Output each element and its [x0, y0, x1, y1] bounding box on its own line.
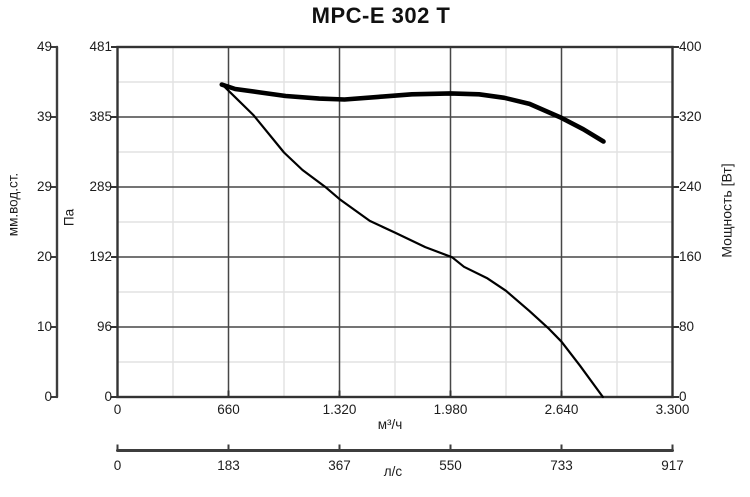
ls-tick-label: 550 — [439, 458, 462, 473]
mm-tick-label: 10 — [36, 319, 52, 334]
axis-unit-m3h: м³/ч — [377, 417, 403, 432]
power-tick-label: 320 — [679, 109, 702, 124]
power-tick-label: 240 — [679, 179, 702, 194]
power-tick-label: 80 — [679, 319, 695, 334]
ls-tick-label: 917 — [661, 458, 684, 473]
m3h-tick-label: 2.640 — [544, 402, 579, 417]
pa-tick-label: 385 — [89, 109, 112, 124]
ls-tick-label: 367 — [328, 458, 351, 473]
pa-tick-label: 0 — [104, 389, 112, 404]
ls-tick-label: 733 — [550, 458, 573, 473]
chart-title: MPC-E 302 T — [311, 3, 451, 28]
m3h-tick-label: 1.320 — [322, 402, 357, 417]
m3h-tick-label: 1.980 — [433, 402, 468, 417]
power-tick-label: 0 — [679, 389, 687, 404]
m3h-tick-label: 660 — [217, 402, 240, 417]
pa-tick-label: 192 — [89, 249, 112, 264]
mm-axis — [51, 45, 59, 399]
m3h-tick-label: 3.300 — [655, 402, 690, 417]
ls-axis — [116, 444, 674, 452]
axis-ticks — [111, 46, 679, 398]
mm-tick-label: 0 — [44, 389, 52, 404]
pa-tick-label: 289 — [89, 179, 112, 194]
power-curve — [219, 82, 606, 144]
ls-tick-label: 0 — [113, 458, 122, 473]
pa-tick-label: 481 — [89, 39, 112, 54]
axis-unit-ls: л/с — [383, 464, 403, 479]
mm-tick-label: 49 — [36, 39, 52, 54]
mm-tick-label: 20 — [36, 249, 52, 264]
mm-tick-label: 39 — [36, 109, 52, 124]
ls-tick-label: 183 — [217, 458, 240, 473]
power-tick-label: 400 — [679, 39, 702, 54]
plot-frame — [116, 45, 674, 399]
grid-major — [117, 47, 673, 397]
pa-tick-label: 96 — [96, 319, 112, 334]
pressure-curve — [220, 83, 604, 399]
grid-minor — [117, 47, 673, 397]
m3h-tick-label: 0 — [113, 402, 122, 417]
mm-tick-label: 29 — [36, 179, 52, 194]
power-tick-label: 160 — [679, 249, 702, 264]
